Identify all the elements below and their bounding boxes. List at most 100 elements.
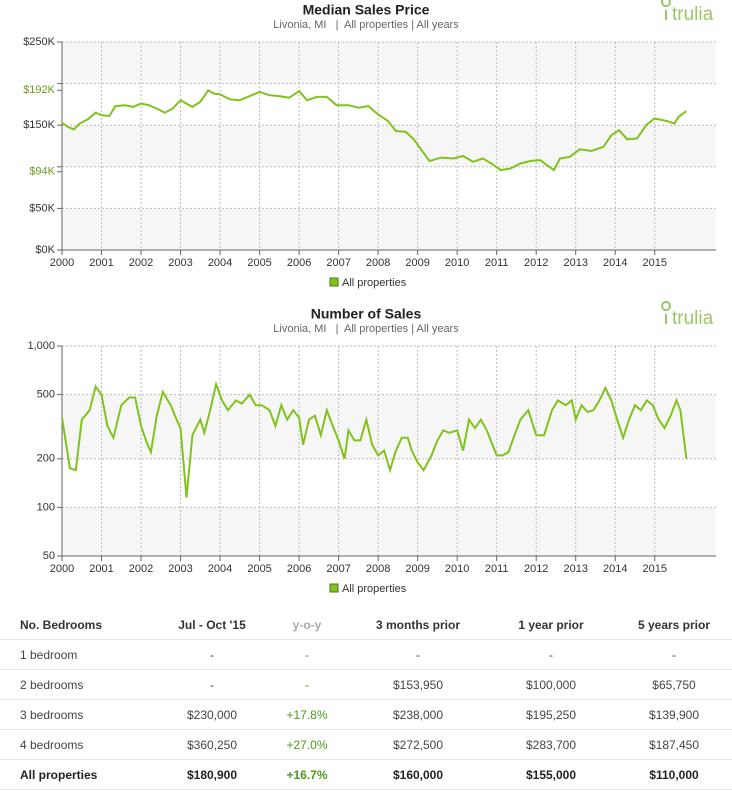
x-tick-label: 2015 (643, 563, 667, 575)
x-tick-label: 2004 (208, 257, 232, 269)
y-tick-label: 1,000 (27, 340, 55, 352)
header-row: No. Bedrooms Jul - Oct '15 y-o-y 3 months p… (0, 610, 732, 640)
x-tick-label: 2003 (168, 257, 192, 269)
table-row: 2 bedrooms - - $153,950 $100,000 $65,750 (0, 669, 732, 700)
table-cell: 1 bedroom (0, 639, 160, 670)
table-cell: $238,000 (350, 699, 486, 730)
y-tick-label: 100 (37, 501, 55, 513)
chart-title: Median Sales Price (303, 2, 430, 18)
price-table: No. Bedrooms Jul - Oct '15 y-o-y 3 months p… (0, 610, 732, 790)
column-header: No. Bedrooms (0, 610, 160, 640)
table-cell: +16.7% (264, 759, 350, 790)
table-cell: 2 bedrooms (0, 669, 160, 700)
legend-swatch (329, 583, 339, 593)
table-cell: $65,750 (616, 669, 732, 700)
table-cell: $155,000 (486, 759, 616, 790)
band (62, 125, 716, 167)
table-cell: +27.0% (264, 729, 350, 760)
table-cell: All properties (0, 759, 160, 790)
x-tick-label: 2005 (247, 563, 271, 575)
chart-title: Number of Sales (311, 306, 422, 322)
table-cell: $180,900 (160, 759, 264, 790)
x-tick-label: 2011 (485, 563, 509, 575)
series-line (61, 380, 688, 498)
legend-swatch (329, 277, 339, 287)
x-tick-label: 2000 (50, 563, 74, 575)
x-tick-label: 2013 (563, 257, 587, 269)
column-header: y-o-y (264, 610, 350, 640)
band (62, 42, 716, 84)
x-tick-label: 2011 (485, 257, 509, 269)
table-cell: 4 bedrooms (0, 729, 160, 760)
x-tick-label: 2012 (524, 563, 548, 575)
table-cell: $272,500 (350, 729, 486, 760)
table-cell: $153,950 (350, 669, 486, 700)
band (62, 507, 716, 556)
y-tick-label: 500 (37, 388, 55, 400)
chart-subtitle: Livonia, MI | All properties | All years (273, 19, 459, 31)
x-tick-label: 2006 (287, 563, 311, 575)
legend-label: All properties (342, 583, 407, 595)
x-tick-label: 2007 (326, 563, 350, 575)
table-row: 1 bedroom - - - - - (0, 639, 732, 670)
table-row: All properties $180,900 +16.7% $160,000 $155… (0, 759, 732, 790)
table-cell: $187,450 (616, 729, 732, 760)
table-body: 1 bedroom - - - - -2 bedrooms - - $153,950 $100,0… (0, 639, 732, 790)
x-tick-label: 2014 (603, 563, 627, 575)
x-tick-label: 2003 (168, 563, 192, 575)
x-tick-label: 2014 (603, 257, 627, 269)
x-tick-label: 2013 (563, 563, 587, 575)
x-tick-label: 2010 (445, 563, 469, 575)
band (62, 208, 716, 250)
table-cell: - (160, 669, 264, 700)
x-tick-label: 2001 (89, 563, 113, 575)
x-tick-label: 2012 (524, 257, 548, 269)
brand-pin (661, 301, 671, 324)
y-tick-label: 200 (37, 453, 55, 465)
x-tick-label: 2002 (129, 563, 153, 575)
table-cell: - (350, 639, 486, 670)
table-cell: 3 bedrooms (0, 699, 160, 730)
table-cell: $100,000 (486, 669, 616, 700)
x-tick-label: 2009 (405, 257, 429, 269)
column-header: 3 months prior (350, 610, 486, 640)
chart-subtitle: Livonia, MI | All properties | All years (273, 323, 459, 335)
column-header: 1 year prior (486, 610, 616, 640)
table-cell: - (264, 639, 350, 670)
x-tick-label: 2002 (129, 257, 153, 269)
series-line (61, 88, 687, 172)
highlight-tick-label: $94K (29, 166, 55, 178)
legend-label: All properties (342, 277, 407, 289)
table-cell: $360,250 (160, 729, 264, 760)
x-tick-label: 2006 (287, 257, 311, 269)
table-row: 4 bedrooms $360,250 +27.0% $272,500 $283,700… (0, 729, 732, 760)
x-tick-label: 2008 (366, 563, 390, 575)
y-tick-label: 50 (43, 550, 55, 562)
y-tick-label: $0K (35, 244, 55, 256)
table-cell: $230,000 (160, 699, 264, 730)
table-cell: $283,700 (486, 729, 616, 760)
table-cell: $195,250 (486, 699, 616, 730)
y-tick-label: $150K (23, 119, 55, 131)
table-row: 3 bedrooms $230,000 +17.8% $238,000 $195,250… (0, 699, 732, 730)
x-tick-label: 2005 (247, 257, 271, 269)
table-cell: $110,000 (616, 759, 732, 790)
y-tick-label: $50K (29, 202, 55, 214)
x-tick-label: 2015 (643, 257, 667, 269)
table-cell: - (160, 639, 264, 670)
table-header: No. Bedrooms Jul - Oct '15 y-o-y 3 months p… (0, 610, 732, 640)
table-cell: +17.8% (264, 699, 350, 730)
table-cell: - (616, 639, 732, 670)
table-cell: $160,000 (350, 759, 486, 790)
table-cell: - (486, 639, 616, 670)
brand: trulia (672, 308, 714, 329)
column-header: 5 years prior (616, 610, 732, 640)
x-tick-label: 2008 (366, 257, 390, 269)
table-cell: - (264, 669, 350, 700)
x-tick-label: 2000 (50, 257, 74, 269)
brand: trulia (672, 4, 714, 25)
x-tick-label: 2010 (445, 257, 469, 269)
table-cell: $139,900 (616, 699, 732, 730)
brand-pin (661, 0, 671, 20)
